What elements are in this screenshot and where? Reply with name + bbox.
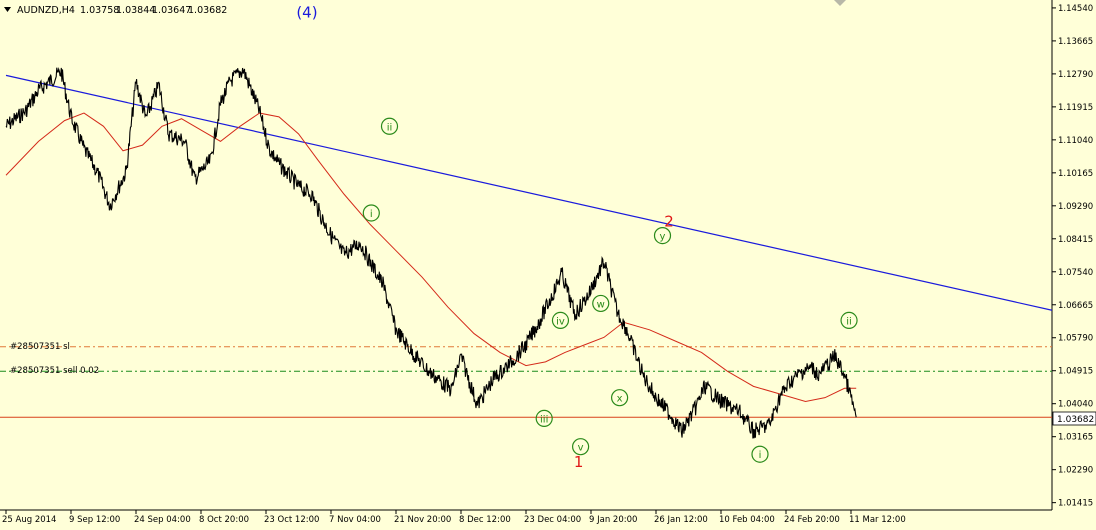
y-tick-label: 1.13665: [1058, 37, 1093, 47]
wave-label-circle: [380, 117, 399, 135]
wave-label: iv: [556, 316, 565, 327]
wave-label: x: [617, 394, 623, 405]
wave-label: i: [759, 450, 762, 461]
x-tick-label: 24 Feb 20:00: [784, 515, 840, 525]
x-tick-label: 10 Feb 04:00: [719, 515, 775, 525]
y-tick-label: 1.12790: [1058, 70, 1093, 80]
x-tick-label: 11 Mar 12:00: [849, 515, 906, 525]
y-tick-label: 1.08415: [1058, 235, 1093, 245]
x-tick-label: 24 Sep 04:00: [134, 515, 191, 525]
current-price-value: 1.03682: [1057, 415, 1094, 425]
wave-label-circle: [751, 445, 769, 463]
x-tick-label: 9 Sep 12:00: [69, 515, 120, 525]
y-tick-label: 1.14540: [1058, 4, 1093, 14]
y-tick-label: 1.11915: [1058, 103, 1093, 113]
header-low: 1.03647: [152, 5, 191, 16]
y-tick-label: 1.10165: [1058, 169, 1093, 179]
wave-label-circle: [362, 204, 380, 222]
x-tick-label: 25 Aug 2014: [2, 515, 56, 525]
y-tick-label: 1.02290: [1058, 466, 1093, 476]
sell-order-label: #28507351 sell 0.02: [10, 366, 99, 376]
wave-label: iii: [540, 414, 548, 425]
y-tick-label: 1.03165: [1058, 433, 1093, 443]
y-tick-label: 1.04915: [1058, 367, 1093, 377]
header-high: 1.03844: [116, 5, 155, 16]
x-tick-label: 8 Dec 12:00: [459, 515, 511, 525]
trendline[interactable]: [5, 74, 1053, 311]
price-line: [5, 67, 857, 439]
header-open: 1.03758: [80, 5, 119, 16]
y-tick-label: 1.11040: [1058, 136, 1093, 146]
sl-order-label: #28507351 sl: [10, 342, 70, 352]
x-tick-label: 9 Jan 20:00: [589, 515, 637, 525]
x-tick-label: 7 Nov 04:00: [329, 515, 381, 525]
moving-average-line: [5, 112, 857, 402]
wave-label: i: [370, 209, 373, 220]
x-tick-label: 26 Jan 12:00: [654, 515, 708, 525]
wave-label-circle: [551, 311, 570, 329]
wave-label-circle: [653, 226, 672, 245]
chart-shift-icon[interactable]: [834, 0, 846, 6]
wave-label: 2: [664, 212, 674, 230]
wave-label: ii: [387, 122, 393, 133]
header-close: 1.03682: [188, 5, 227, 16]
wave-label: y: [660, 232, 666, 243]
y-tick-label: 1.09290: [1058, 202, 1093, 212]
x-tick-label: 8 Oct 20:00: [199, 515, 249, 525]
wave-label: w: [597, 299, 605, 310]
header-symbol: AUDNZD,H4: [17, 5, 75, 16]
x-tick-label: 23 Oct 12:00: [264, 515, 319, 525]
y-tick-label: 1.01415: [1058, 499, 1093, 509]
y-tick-label: 1.05790: [1058, 334, 1093, 344]
x-tick-label: 21 Nov 20:00: [394, 515, 451, 525]
wave-label: (4): [296, 3, 317, 21]
x-tick-label: 23 Dec 04:00: [524, 515, 581, 525]
current-price-tag: [1052, 411, 1096, 426]
wave-label-circle: [535, 409, 553, 428]
wave-label: ii: [846, 316, 852, 327]
wave-label: 1: [574, 453, 584, 471]
wave-label-circle: [840, 311, 858, 329]
wave-label: v: [578, 443, 584, 454]
wave-label-circle: [610, 389, 629, 407]
wave-label-circle: [592, 294, 610, 313]
y-tick-label: 1.06665: [1058, 301, 1093, 311]
y-tick-label: 1.04040: [1058, 400, 1093, 410]
symbol-menu-icon[interactable]: [4, 7, 11, 12]
wave-label-circle: [571, 438, 590, 456]
y-tick-label: 1.07540: [1058, 268, 1093, 278]
